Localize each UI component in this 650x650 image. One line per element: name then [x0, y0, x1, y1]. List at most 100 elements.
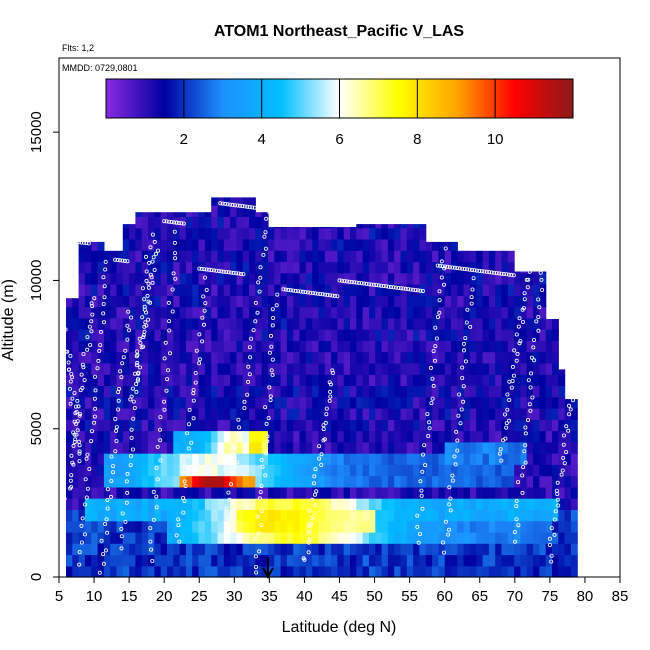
heatmap-cell	[66, 498, 73, 510]
heatmap-cell	[362, 554, 370, 567]
heatmap-cell	[413, 238, 420, 251]
heatmap-cell	[406, 351, 414, 364]
heatmap-cell	[160, 212, 168, 217]
heatmap-cell	[211, 329, 219, 341]
heatmap-cell	[356, 531, 364, 544]
track-point	[146, 285, 151, 290]
heatmap-cell	[438, 531, 446, 544]
heatmap-cell	[520, 385, 528, 398]
heatmap-cell	[394, 362, 402, 375]
track-point	[77, 451, 82, 456]
heatmap-cell	[268, 317, 275, 330]
x-tick-label: 10	[86, 588, 103, 605]
heatmap-cell	[116, 284, 124, 296]
heatmap-cell	[299, 227, 307, 240]
track-point	[479, 269, 484, 274]
track-point	[577, 345, 582, 350]
heatmap-cell	[350, 227, 357, 240]
track-point	[269, 344, 274, 349]
heatmap-cell	[324, 520, 332, 533]
heatmap-cell	[495, 351, 503, 364]
heatmap-cell	[507, 509, 515, 522]
heatmap-cell	[495, 464, 503, 477]
heatmap-cell	[318, 453, 326, 465]
heatmap-cell	[154, 396, 162, 409]
heatmap-cell	[394, 351, 402, 364]
heatmap-cell	[488, 408, 496, 420]
heatmap-cell	[148, 306, 155, 319]
heatmap-cell	[400, 340, 408, 353]
heatmap-cell	[129, 261, 136, 274]
heatmap-cell	[192, 565, 200, 578]
heatmap-cell	[558, 369, 566, 375]
heatmap-cell	[268, 396, 275, 409]
heatmap-cell	[337, 340, 345, 353]
heatmap-cell	[488, 261, 496, 274]
heatmap-cell	[255, 385, 263, 398]
heatmap-cell	[400, 565, 408, 578]
heatmap-cell	[406, 464, 414, 477]
heatmap-cell	[331, 284, 338, 296]
track-point	[79, 523, 84, 528]
heatmap-cell	[255, 520, 263, 533]
heatmap-cell	[375, 543, 383, 556]
heatmap-cell	[261, 543, 269, 556]
track-point	[62, 496, 67, 501]
heatmap-cell	[173, 250, 181, 263]
heatmap-cell	[185, 216, 193, 229]
heatmap-cell	[495, 385, 503, 398]
heatmap-cell	[135, 238, 143, 251]
heatmap-cell	[204, 306, 212, 319]
heatmap-cell	[419, 295, 427, 308]
heatmap-cell	[141, 295, 149, 308]
heatmap-cell	[526, 306, 534, 319]
heatmap-cell	[488, 486, 496, 499]
heatmap-cell	[545, 385, 553, 398]
heatmap-cell	[305, 351, 313, 364]
track-point	[321, 427, 326, 432]
heatmap-cell	[312, 374, 320, 386]
heatmap-cell	[488, 554, 496, 567]
heatmap-cell	[305, 272, 313, 285]
heatmap-cell	[469, 554, 477, 567]
heatmap-cell	[451, 261, 458, 274]
heatmap-cell	[154, 212, 162, 217]
heatmap-cell	[230, 216, 237, 229]
heatmap-cell	[337, 509, 345, 522]
heatmap-cell	[381, 419, 389, 432]
heatmap-cell	[255, 486, 263, 499]
heatmap-cell	[223, 385, 231, 398]
heatmap-cell	[331, 486, 338, 499]
heatmap-cell	[198, 509, 206, 522]
heatmap-cell	[236, 284, 244, 296]
heatmap-cell	[167, 238, 174, 251]
heatmap-cell	[274, 441, 282, 454]
heatmap-cell	[160, 543, 168, 556]
heatmap-cell	[476, 531, 484, 544]
heatmap-cell	[324, 351, 332, 364]
heatmap-cell	[488, 498, 496, 510]
track-point	[153, 251, 158, 256]
heatmap-cell	[223, 453, 231, 465]
heatmap-cell	[192, 464, 200, 477]
heatmap-cell	[444, 362, 452, 375]
heatmap-cell	[463, 475, 471, 488]
x-tick-label: 5	[55, 588, 63, 605]
track-point	[342, 279, 347, 284]
heatmap-cell	[78, 565, 86, 578]
heatmap-cell	[539, 362, 547, 375]
heatmap-cell	[122, 317, 130, 330]
track-point	[499, 271, 504, 276]
heatmap-cell	[305, 329, 313, 341]
heatmap-cell	[533, 498, 540, 510]
heatmap-cell	[545, 319, 553, 330]
heatmap-cell	[223, 197, 231, 206]
heatmap-cell	[419, 453, 427, 465]
heatmap-cell	[476, 498, 484, 510]
track-point	[240, 204, 245, 209]
heatmap-cell	[375, 374, 383, 386]
heatmap-cell	[122, 520, 130, 533]
heatmap-cell	[223, 340, 231, 353]
track-point	[197, 266, 202, 271]
heatmap-cell	[318, 306, 326, 319]
